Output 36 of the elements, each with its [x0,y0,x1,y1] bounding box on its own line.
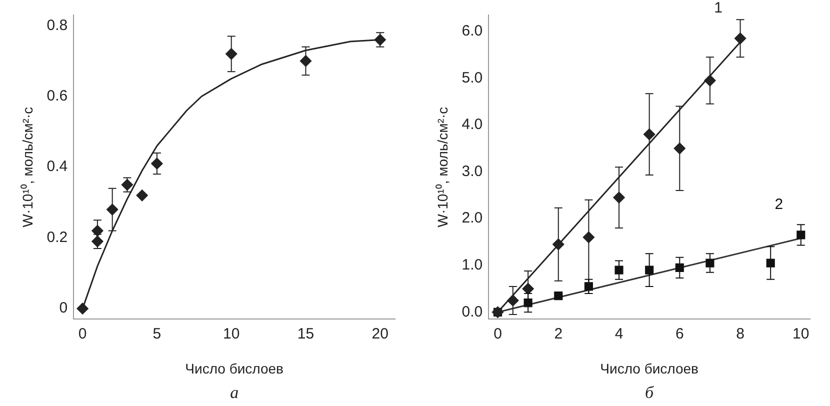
x-tick-label: 0 [494,325,502,342]
y-tick-label: 4.0 [462,116,483,134]
series-label: 1 [714,0,722,17]
x-tick-label: 0 [78,325,87,342]
x-tick-label: 10 [223,325,240,342]
y-tick-label: 1.0 [462,256,483,274]
series-label: 2 [774,196,784,214]
x-tick-label: 6 [675,325,684,342]
x-tick-label: 15 [297,325,314,342]
point [614,266,624,274]
y-tick-label: 5.0 [462,69,483,86]
y-tick-label: 0 [59,300,68,317]
x-tick-label: 2 [554,325,563,342]
text: а [230,382,239,402]
point [76,302,88,314]
y-tick-label: 6.0 [462,22,483,40]
point [704,74,716,86]
x-axis-title: Число бислоев [600,360,698,376]
x-tick-label: 4 [614,325,624,342]
point [136,190,148,202]
y-tick-label: 0.0 [462,303,483,320]
x-tick-label: 5 [152,325,162,342]
y-tick-label: 0.2 [46,228,68,246]
y-tick-label: 0.4 [46,158,68,176]
y-axis-title: W·10¹⁰, моль/см²·с [19,106,36,228]
text: б [645,382,654,402]
y-tick-label: 0.8 [46,16,68,34]
x-tick-label: 8 [736,325,744,342]
point [613,192,625,204]
x-tick-label: 20 [372,325,388,342]
x-tick-label: 10 [792,325,810,342]
x-axis-title: Число бислоев [185,360,284,376]
y-tick-label: 0.6 [46,87,68,104]
y-tick-label: 2.0 [462,210,483,227]
y-tick-label: 3.0 [462,162,483,180]
y-axis-title: W·10¹⁰, моль/см²·с [434,106,450,228]
